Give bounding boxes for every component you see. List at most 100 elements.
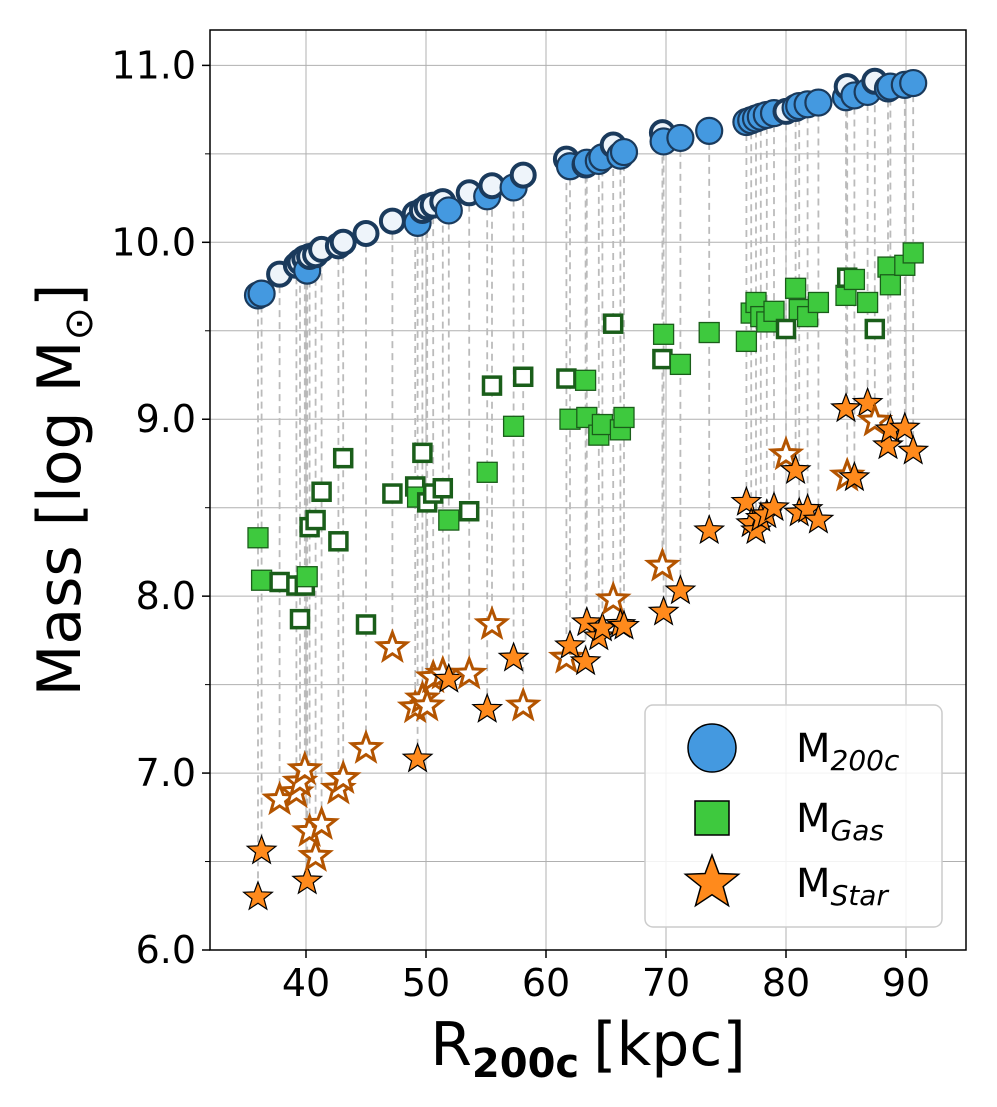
x-tick-label-90: 90 <box>882 961 930 1005</box>
gas-point-39 <box>735 330 758 353</box>
gas-point-32 <box>602 313 624 334</box>
gas-point-20 <box>438 509 460 531</box>
star-point-15 <box>401 742 434 773</box>
gas-point-13 <box>382 483 403 504</box>
legend-symbol-m200c <box>687 723 737 773</box>
gas-point-31 <box>591 413 614 436</box>
x-tick-label-80: 80 <box>762 961 810 1005</box>
m200c-point-12 <box>352 219 380 247</box>
gas-point-11 <box>332 447 354 469</box>
gas-point-52 <box>843 268 866 291</box>
gas-point-34 <box>613 406 635 429</box>
star-point-50 <box>830 391 862 423</box>
gas-point-16 <box>412 442 433 464</box>
gas-point-22 <box>476 461 498 483</box>
gas-point-1 <box>250 569 273 591</box>
y-axis-title: Mass [log M⊙] <box>25 284 102 697</box>
star-point-58 <box>897 434 930 465</box>
halo-mass-series <box>243 67 928 310</box>
y-tick-label-2: 8.0 <box>136 574 196 618</box>
legend-label-star: MStar <box>796 861 889 912</box>
m200c-point-38 <box>695 116 724 145</box>
star-point-34 <box>608 609 640 640</box>
gas-point-36 <box>652 323 675 345</box>
star-point-22 <box>471 692 504 723</box>
x-axis-title: R200c [kpc] <box>430 1010 746 1087</box>
gas-point-8 <box>305 509 326 531</box>
gas-point-44 <box>763 300 785 322</box>
star-point-35 <box>643 546 681 582</box>
star-point-5 <box>286 750 324 786</box>
x-tick-label-70: 70 <box>642 961 690 1005</box>
star-point-11 <box>324 759 362 794</box>
y-axis-title-sun: ⊙ <box>56 307 102 341</box>
star-point-0 <box>242 880 274 911</box>
legend: M200c MGas MStar <box>644 704 943 928</box>
gas-point-19 <box>432 477 454 499</box>
gas-point-26 <box>556 368 577 389</box>
gas-point-35 <box>652 348 673 370</box>
gas-point-53 <box>856 291 879 314</box>
legend-label-gas: MGas <box>796 796 884 847</box>
star-point-29 <box>570 605 603 637</box>
star-point-28 <box>569 644 602 676</box>
y-tick-label-1: 7.0 <box>136 751 196 795</box>
stellar-mass-series <box>242 386 930 911</box>
star-point-32 <box>594 580 632 616</box>
star-point-37 <box>664 574 697 605</box>
gas-point-12 <box>355 614 377 635</box>
x-axis-title-main: R <box>430 1010 472 1080</box>
gas-point-2 <box>269 571 290 593</box>
star-point-46 <box>779 453 812 485</box>
star-point-8 <box>297 836 334 872</box>
legend-symbol-star <box>683 852 741 908</box>
m200c-point-49 <box>804 88 833 117</box>
gas-point-6 <box>296 566 318 588</box>
star-point-24 <box>497 641 530 672</box>
star-point-25 <box>504 686 542 722</box>
gas-point-24 <box>502 415 525 437</box>
legend-label-m200c: M200c <box>796 726 900 777</box>
gas-point-0 <box>247 527 269 549</box>
y-tick-label-4: 10.0 <box>111 220 196 264</box>
star-point-9 <box>303 805 341 840</box>
m200c-point-1 <box>247 279 276 308</box>
gas-point-25 <box>512 366 534 388</box>
gas-point-58 <box>902 242 924 264</box>
m200c-point-34 <box>609 137 639 167</box>
m200c-point-11 <box>329 228 357 256</box>
axis-ticks: 40 50 60 70 80 90 6.0 7.0 8.0 9.0 10.0 11.0 <box>111 43 930 1005</box>
x-axis-title-sub: 200c <box>472 1041 579 1087</box>
star-point-45 <box>767 435 805 471</box>
gas-point-56 <box>879 274 902 296</box>
gas-point-28 <box>574 369 597 391</box>
m200c-point-58 <box>899 68 928 98</box>
star-point-36 <box>647 595 680 626</box>
gas-point-46 <box>784 277 807 299</box>
star-point-39 <box>730 485 763 516</box>
gas-point-21 <box>458 500 480 522</box>
m200c-point-25 <box>509 161 537 189</box>
y-tick-label-3: 9.0 <box>136 397 196 441</box>
y-axis-title-main: Mass [log M <box>25 341 95 697</box>
star-point-52 <box>838 460 871 492</box>
y-tick-label-5: 11.0 <box>111 43 196 87</box>
star-point-13 <box>373 628 411 664</box>
m200c-point-13 <box>378 207 406 235</box>
gas-point-54 <box>864 318 886 340</box>
gas-point-23 <box>481 375 503 396</box>
gas-point-4 <box>289 608 311 630</box>
x-tick-label-60: 60 <box>522 961 570 1005</box>
x-axis-title-unit: [kpc] <box>593 1010 746 1080</box>
m200c-point-37 <box>666 123 695 153</box>
star-point-53 <box>851 386 884 417</box>
gas-point-9 <box>311 481 332 503</box>
star-point-1 <box>245 834 278 865</box>
gas-point-10 <box>328 531 349 552</box>
star-point-44 <box>758 490 790 522</box>
y-axis-title-close: ] <box>25 284 95 307</box>
star-point-6 <box>291 864 324 895</box>
star-point-27 <box>554 628 586 660</box>
x-tick-label-50: 50 <box>402 961 450 1005</box>
